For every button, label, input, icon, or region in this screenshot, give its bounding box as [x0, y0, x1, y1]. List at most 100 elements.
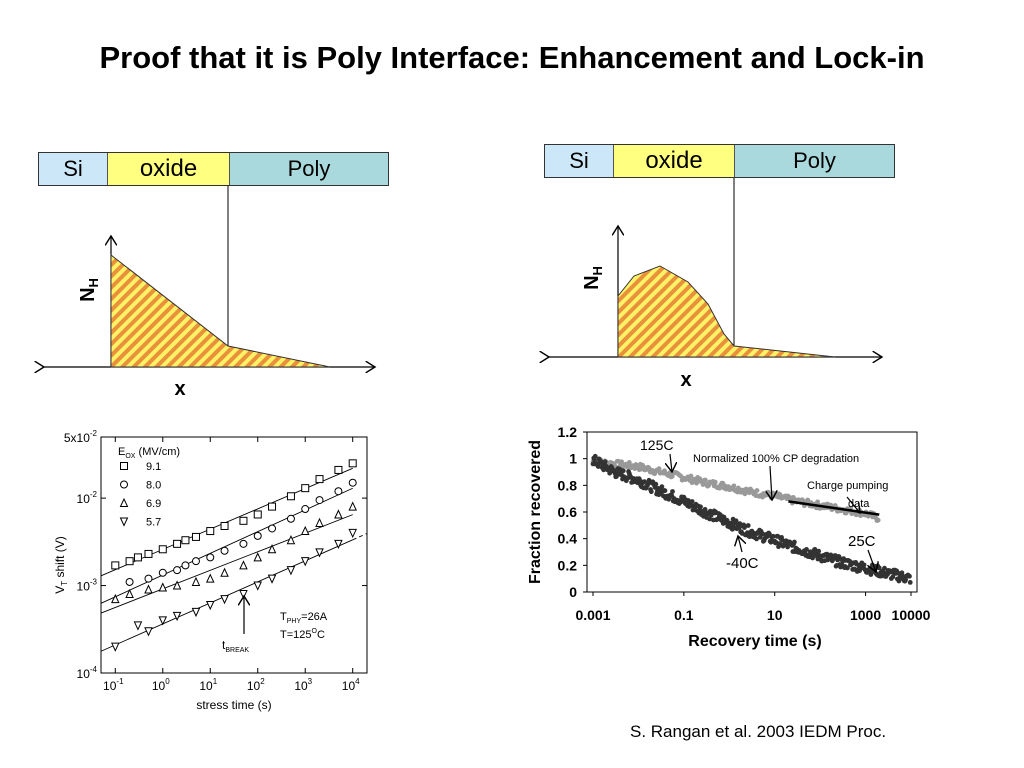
vt-point-6.9: [125, 588, 134, 599]
vt-point-6.9: [300, 525, 310, 536]
vt-point-6.9: [315, 517, 324, 527]
rec-axes: 0.001 0.1 10 1000 10000 0 0.2 0.4 0.6 0.8 1 1.2: [558, 424, 931, 623]
rec-point-125c: [656, 466, 662, 472]
x-label-right: x: [680, 369, 691, 391]
rec-point-low-temp: [670, 489, 675, 494]
vt-point-8.0: [144, 574, 153, 583]
poly-region-left: Poly: [230, 153, 388, 185]
vt-point-6.9: [172, 580, 182, 590]
vt-point-6.9: [191, 576, 201, 586]
rec-point-125c: [712, 479, 718, 485]
vt-point-6.9: [111, 593, 120, 604]
rec-point-low-temp: [861, 562, 867, 568]
rec-point-low-temp: [804, 547, 809, 552]
oxide-region-left: oxide: [108, 153, 230, 185]
rec-point-low-temp: [816, 548, 822, 554]
vt-shift-chart: 10-1 100 101 102 103 104 10-4 10-3 10-2 5x10-2 EO…: [53, 429, 368, 712]
nh-profile-right: [617, 265, 836, 358]
arrow-cp-norm: [770, 465, 772, 500]
vt-point-6.9: [267, 544, 277, 554]
vt-point-9.1: [334, 465, 343, 474]
vt-point-5.7: [144, 627, 153, 637]
citation: S. Rangan et al. 2003 IEDM Proc.: [630, 722, 887, 741]
rec-point-low-temp: [653, 481, 659, 487]
rec-y-tick-label: 0.4: [558, 531, 578, 547]
rec-x-tick-label: 10000: [892, 607, 931, 623]
vt-x-tick-label: 101: [199, 677, 217, 693]
rec-point-low-temp: [698, 504, 703, 510]
vt-point-6.9: [286, 535, 296, 545]
vt-x-tick-label: 102: [247, 677, 265, 693]
rec-point-125c: [875, 517, 881, 523]
vt-point-5.7: [158, 616, 168, 626]
vt-x-label: stress time (s): [196, 698, 271, 712]
vt-point-8.0: [181, 561, 190, 570]
nh-diagram-right: NH x: [549, 178, 882, 391]
vt-x-tick-label: 10-1: [103, 677, 124, 693]
vt-point-9.1: [191, 532, 200, 541]
rec-y-tick-label: 0: [569, 584, 577, 600]
vt-point-9.1: [348, 459, 357, 468]
rec-point-low-temp: [754, 536, 759, 542]
rec-point-low-temp: [689, 499, 695, 504]
rec-y-tick-label: 0.8: [558, 477, 578, 493]
si-region-right: Si: [545, 145, 614, 177]
vt-legend-label: 5.7: [146, 517, 161, 529]
rec-point-125c: [702, 477, 708, 483]
vt-point-8.0: [334, 487, 343, 496]
vt-fit-8.0: [100, 487, 353, 604]
arrow-125c: [670, 453, 672, 472]
vt-legend-marker: [119, 497, 129, 507]
vt-point-6.9: [220, 567, 229, 577]
tphy-label: TPHY=26A: [280, 611, 328, 625]
rec-point-low-temp: [602, 459, 608, 465]
rec-point-low-temp: [592, 457, 597, 463]
vt-point-9.1: [181, 536, 190, 545]
nh-main-left: N: [77, 287, 99, 301]
rec-point-low-temp: [742, 525, 747, 530]
rec-y-tick-label: 0.6: [558, 504, 578, 520]
temp-label: T=125OC: [280, 628, 325, 641]
rec-point-low-temp: [745, 523, 751, 528]
label-125c: 125C: [640, 437, 673, 453]
rec-point-low-temp: [770, 533, 776, 539]
vt-point-5.7: [334, 539, 343, 550]
vt-point-8.0: [125, 577, 134, 586]
rec-point-125c: [688, 473, 694, 479]
rec-y-tick-label: 0.2: [558, 557, 578, 573]
vt-point-9.1: [111, 561, 120, 570]
label-cp-norm: Normalized 100% CP degradation: [693, 453, 859, 465]
rec-point-low-temp: [812, 546, 818, 552]
rec-point-low-temp: [648, 489, 654, 495]
vt-points: [111, 459, 357, 652]
vt-y-tick-label: 10-4: [77, 665, 98, 681]
rec-x-tick-label: 0.001: [575, 607, 610, 623]
vt-point-9.1: [173, 539, 182, 548]
rec-x-tick-label: 1000: [850, 607, 881, 623]
vt-fit-dashed: [352, 533, 368, 541]
vt-point-9.1: [268, 502, 277, 511]
vt-point-9.1: [301, 484, 310, 493]
vt-y-label: VT shift (V): [53, 536, 69, 594]
vt-point-9.1: [158, 545, 167, 554]
vt-point-8.0: [206, 553, 215, 562]
vt-point-6.9: [348, 501, 357, 511]
vt-point-9.1: [206, 527, 215, 536]
break-label: tBREAK: [222, 638, 249, 654]
vt-legend-marker: [120, 480, 128, 489]
vt-point-5.7: [267, 574, 277, 584]
vt-x-tick-label: 104: [342, 677, 360, 693]
nh-label-right: NH: [581, 266, 605, 290]
rec-y-tick-label: 1.2: [558, 424, 578, 440]
rec-point-low-temp: [785, 544, 790, 550]
vt-point-6.9: [239, 560, 248, 570]
rec-x-tick-label: 10: [767, 607, 783, 623]
vt-point-9.1: [253, 510, 262, 519]
vt-point-8.0: [191, 557, 200, 566]
nh-sub-left: H: [86, 278, 101, 287]
vt-point-8.0: [315, 496, 324, 505]
vt-point-5.7: [286, 566, 296, 576]
vt-point-8.0: [301, 505, 310, 514]
rec-point-low-temp: [882, 565, 887, 571]
vt-x-tick-label: 100: [152, 677, 170, 693]
